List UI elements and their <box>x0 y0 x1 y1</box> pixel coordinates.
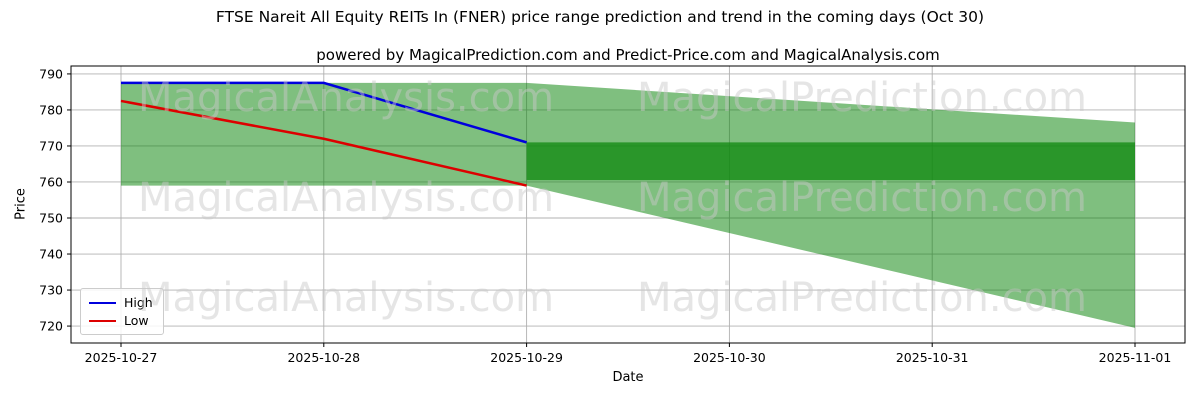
axes-frame <box>70 65 1186 344</box>
legend-line-sample <box>89 320 116 322</box>
legend-line-sample <box>89 302 116 304</box>
legend-item-low: Low <box>89 312 153 330</box>
legend-label: High <box>124 294 153 310</box>
legend: High Low <box>80 288 164 335</box>
low-line <box>120 99 527 187</box>
y-tick-label: 790 <box>39 66 63 81</box>
x-tick-label: 2025-10-30 <box>693 350 766 365</box>
x-tick-label: 2025-10-27 <box>85 350 158 365</box>
chart-title: FTSE Nareit All Equity REITs In (FNER) p… <box>215 8 985 26</box>
y-tick-label: 760 <box>39 174 63 189</box>
chart-subtitle: powered by MagicalPrediction.com and Pre… <box>316 46 940 64</box>
y-tick-label: 780 <box>39 102 63 117</box>
predicted-range-wide-band <box>121 82 1135 328</box>
predicted-range-core-band <box>526 142 1135 181</box>
y-tick-label: 740 <box>39 247 63 262</box>
legend-item-high: High <box>89 294 153 312</box>
legend-label: Low <box>124 312 149 328</box>
x-tick-label: 2025-11-01 <box>1099 350 1172 365</box>
y-tick-label: 770 <box>39 138 63 153</box>
high-line <box>121 81 527 144</box>
x-axis-label: Date <box>612 370 644 385</box>
y-tick-label: 720 <box>39 319 63 334</box>
y-tick-label: 730 <box>39 283 63 298</box>
y-tick-label: 750 <box>39 211 63 226</box>
x-tick-label: 2025-10-31 <box>896 350 969 365</box>
x-tick-label: 2025-10-29 <box>490 350 563 365</box>
x-tick-label: 2025-10-28 <box>287 350 360 365</box>
